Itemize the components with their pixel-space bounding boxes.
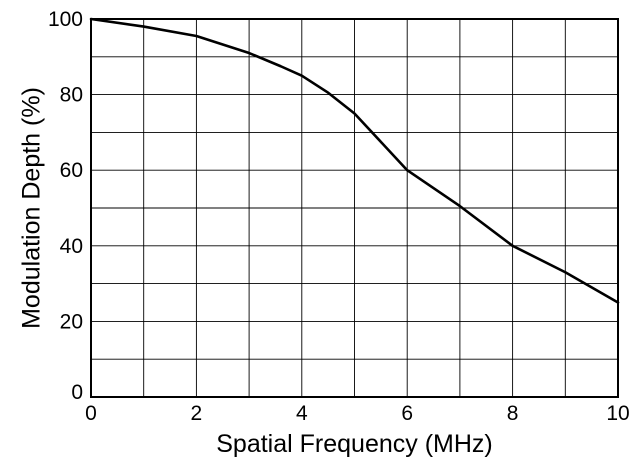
x-axis-title: Spatial Frequency (MHz) — [216, 430, 492, 458]
grid-lines — [91, 19, 618, 397]
series-layer — [89, 17, 620, 304]
y-tick-label: 80 — [60, 84, 83, 107]
x-tick-label: 6 — [401, 402, 413, 425]
x-tick-label: 10 — [606, 402, 629, 425]
x-tick-label: 8 — [507, 402, 519, 425]
x-tick-label: 0 — [85, 402, 97, 425]
series-line — [89, 17, 620, 304]
x-tick-label: 2 — [191, 402, 203, 425]
y-tick-label: 0 — [71, 381, 83, 404]
x-axis-tick-labels: 0 2 4 6 8 10 — [85, 402, 630, 425]
y-tick-label: 60 — [60, 159, 83, 182]
y-tick-label: 20 — [60, 310, 83, 333]
y-axis-tick-labels: 0 20 40 60 80 100 — [48, 8, 83, 404]
y-axis-title: Modulation Depth (%) — [18, 87, 46, 329]
y-tick-label: 40 — [60, 235, 83, 258]
y-tick-label: 100 — [48, 8, 83, 31]
x-tick-label: 4 — [296, 402, 308, 425]
plot-frame — [90, 18, 619, 398]
